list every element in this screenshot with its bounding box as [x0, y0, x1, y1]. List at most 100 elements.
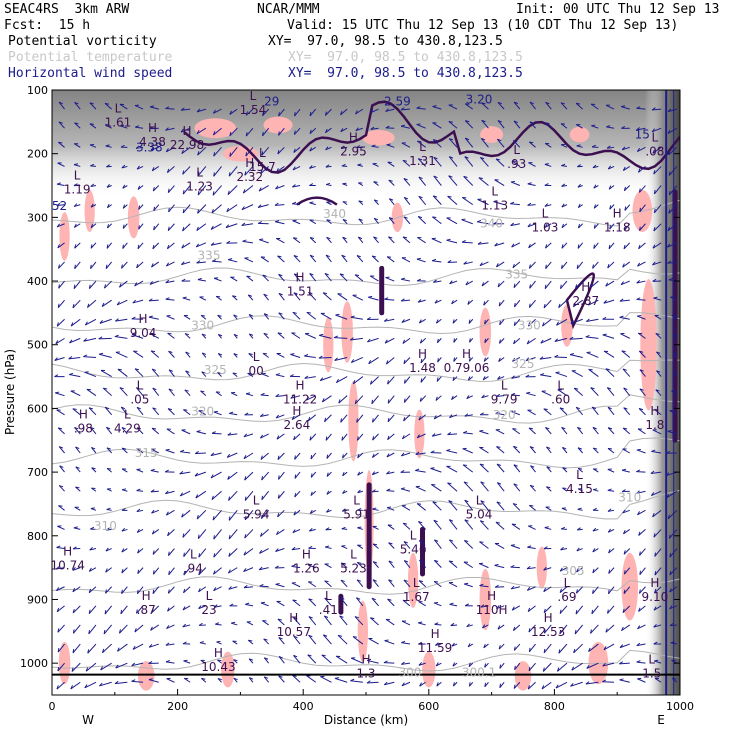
wind-arrowhead	[181, 261, 185, 265]
wind-vector	[495, 586, 505, 588]
wind-arrowhead	[121, 406, 126, 410]
wind-vector	[120, 125, 128, 129]
wind-arrowhead	[168, 207, 170, 213]
wind-arrowhead	[433, 175, 438, 179]
wind-arrowhead	[56, 545, 61, 548]
wind-arrowhead	[576, 547, 580, 552]
wind-arrowhead	[435, 396, 438, 401]
wind-vector	[74, 261, 81, 270]
wind-arrowhead	[591, 609, 594, 615]
wind-vector	[513, 483, 521, 492]
wind-vector	[90, 223, 97, 229]
wind-vector	[56, 204, 65, 207]
wind-vector	[529, 121, 536, 129]
wind-vector	[372, 526, 379, 530]
wind-arrowhead	[513, 445, 518, 449]
wind-vector	[418, 414, 426, 421]
wind-arrowhead	[386, 470, 390, 475]
wind-arrowhead	[653, 170, 656, 175]
wind-vector	[73, 280, 81, 289]
wind-arrowhead	[496, 393, 500, 397]
wind-vector	[511, 411, 521, 416]
wind-arrowhead	[342, 489, 346, 494]
wind-vector	[291, 565, 301, 569]
extremum-value: 4.29	[114, 421, 141, 435]
wind-arrowhead	[150, 126, 154, 130]
wind-arrowhead	[545, 427, 550, 430]
wind-vector	[58, 505, 65, 511]
wind-vector	[326, 452, 332, 459]
wind-vector	[652, 509, 662, 518]
y-axis-label: Pressure (hPa)	[3, 349, 17, 435]
wind-arrowhead	[576, 568, 579, 573]
wind-vector	[318, 356, 332, 359]
wind-arrowhead	[651, 128, 656, 133]
low-marker: L	[74, 169, 81, 183]
wind-arrowhead	[621, 626, 624, 631]
wind-vector	[401, 662, 411, 665]
wind-arrowhead	[57, 647, 60, 653]
wind-vector	[623, 242, 631, 250]
wind-vector	[278, 312, 285, 320]
wind-arrowhead	[73, 284, 76, 289]
wind-vector	[418, 521, 427, 530]
wind-vector	[58, 280, 65, 289]
wind-vector	[196, 261, 206, 264]
wind-arrowhead	[668, 171, 671, 176]
wind-vector	[605, 624, 615, 633]
wind-vector	[371, 145, 379, 148]
wind-arrowhead	[543, 629, 546, 634]
wind-vector	[136, 490, 144, 492]
theta-label: 325	[204, 363, 227, 377]
wind-vector	[401, 642, 411, 645]
wind-arrowhead	[400, 452, 405, 457]
wind-arrowhead	[513, 101, 519, 105]
extremum-value: 2.87	[572, 294, 599, 308]
wind-vector	[72, 567, 81, 571]
wind-arrowhead	[370, 617, 375, 620]
wind-vector	[121, 447, 128, 454]
extremum-value: 110H	[476, 603, 508, 617]
wind-arrowhead	[184, 389, 189, 392]
wind-vector	[326, 237, 332, 244]
wind-vector	[465, 280, 474, 286]
wind-vector	[101, 299, 112, 307]
wind-vector	[120, 406, 128, 416]
wind-arrowhead	[585, 681, 590, 685]
init-time: Init: 00 UTC Thu 12 Sep 13	[516, 2, 720, 17]
wind-arrowhead	[318, 355, 323, 359]
wind-vector	[463, 561, 474, 569]
wind-arrowhead	[386, 143, 391, 146]
forecast-hour: Fcst: 15 h	[4, 18, 91, 33]
wind-arrowhead	[577, 527, 581, 531]
wind-vector	[384, 681, 395, 686]
wind-arrowhead	[639, 551, 641, 556]
wind-vector	[356, 579, 364, 588]
wind-arrowhead	[371, 489, 376, 493]
wind-speed-fill	[137, 661, 155, 691]
wind-vector	[215, 295, 222, 301]
wind-vector	[655, 333, 662, 339]
wind-vector	[89, 123, 97, 129]
wind-arrowhead	[152, 407, 157, 410]
wind-arrowhead	[400, 298, 405, 302]
wind-vector	[119, 624, 128, 634]
wind-arrowhead	[638, 244, 641, 249]
wind-vector	[196, 223, 207, 231]
wind-arrowhead	[513, 140, 518, 143]
wind-arrowhead	[623, 387, 628, 391]
wind-arrowhead	[592, 568, 595, 574]
wind-vector	[388, 198, 395, 205]
wind-arrowhead	[342, 471, 345, 477]
wind-vector	[387, 414, 395, 423]
wind-vector	[607, 427, 615, 435]
wind-arrowhead	[667, 243, 671, 248]
y-tick-label: 900	[27, 593, 48, 606]
wind-arrowhead	[434, 539, 439, 542]
wind-vector	[182, 297, 191, 301]
wind-vector	[325, 433, 332, 441]
theta-isentrope	[52, 489, 680, 520]
wind-vector	[463, 432, 473, 435]
wind-arrowhead	[401, 277, 406, 280]
wind-vector	[351, 657, 364, 664]
